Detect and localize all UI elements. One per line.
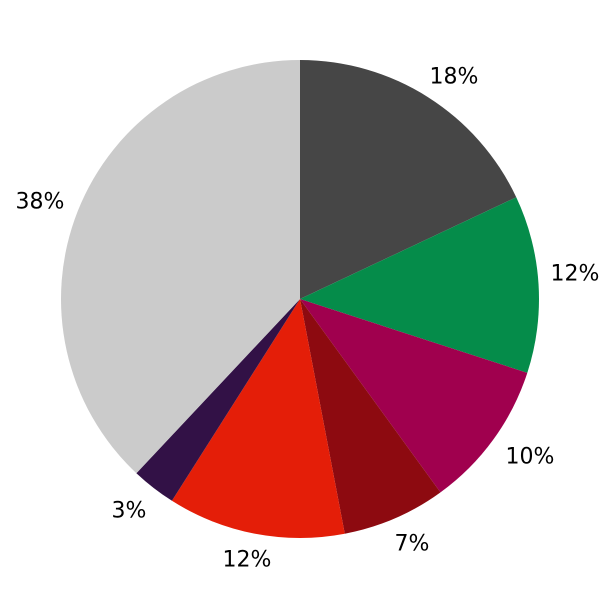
- pie-slice-4-7pct: [300, 299, 441, 534]
- pie-slice-3-10pct: [300, 299, 528, 493]
- pie-slice-2-12pct: [300, 197, 539, 373]
- pie-slice-1-18pct: [300, 60, 517, 299]
- pie-slice-6-3pct: [136, 299, 300, 501]
- pie-label-6-3pct: 3%: [112, 499, 147, 524]
- pie-label-2-12pct: 12%: [551, 262, 600, 287]
- pie-label-5-12pct: 12%: [223, 548, 272, 573]
- pie-slice-5-12pct: [171, 299, 345, 539]
- pie-label-1-18pct: 18%: [430, 65, 479, 90]
- pie-label-3-10pct: 10%: [506, 445, 555, 470]
- pie-slice-7-38pct: [61, 60, 300, 474]
- pie-label-4-7pct: 7%: [395, 532, 430, 557]
- pie-label-7-38pct: 38%: [16, 190, 65, 215]
